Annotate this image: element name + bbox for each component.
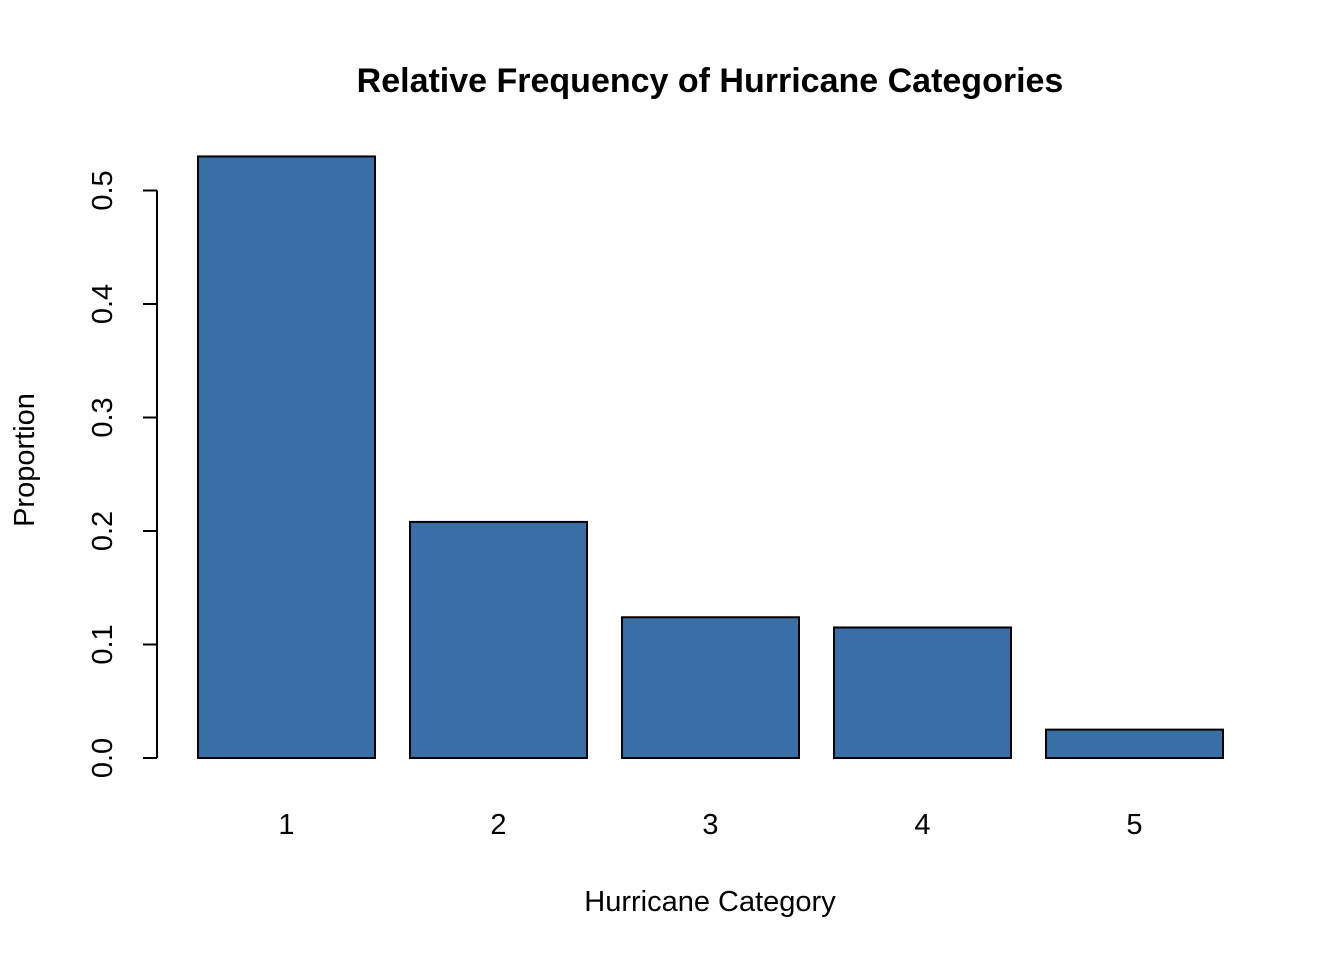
x-tick-label: 5 [1126, 809, 1142, 841]
y-tick-label: 0.3 [87, 397, 119, 437]
x-tick-label: 2 [490, 809, 506, 841]
bar-category-4 [833, 626, 1012, 759]
y-axis: 0.0 0.1 0.2 0.3 0.4 0.5 [87, 170, 158, 778]
x-tick-label: 3 [702, 809, 718, 841]
y-tick-label: 0.4 [87, 284, 119, 324]
x-tick-label: 1 [278, 809, 294, 841]
x-tick-labels: 1 2 3 4 5 [278, 809, 1142, 841]
bar-category-5 [1045, 728, 1224, 759]
y-axis-label: Proportion [9, 393, 41, 527]
x-axis-label: Hurricane Category [584, 886, 836, 918]
bar-category-2 [409, 520, 588, 759]
bars-group [197, 155, 1224, 760]
x-tick-label: 4 [914, 809, 930, 841]
bar-category-3 [621, 616, 800, 760]
y-tick-label: 0.0 [87, 738, 119, 778]
y-tick-label: 0.5 [87, 170, 119, 210]
chart-title: Relative Frequency of Hurricane Categori… [357, 62, 1064, 100]
y-tick-label: 0.1 [87, 624, 119, 664]
y-tick-label: 0.2 [87, 511, 119, 551]
bar-category-1 [197, 155, 376, 759]
